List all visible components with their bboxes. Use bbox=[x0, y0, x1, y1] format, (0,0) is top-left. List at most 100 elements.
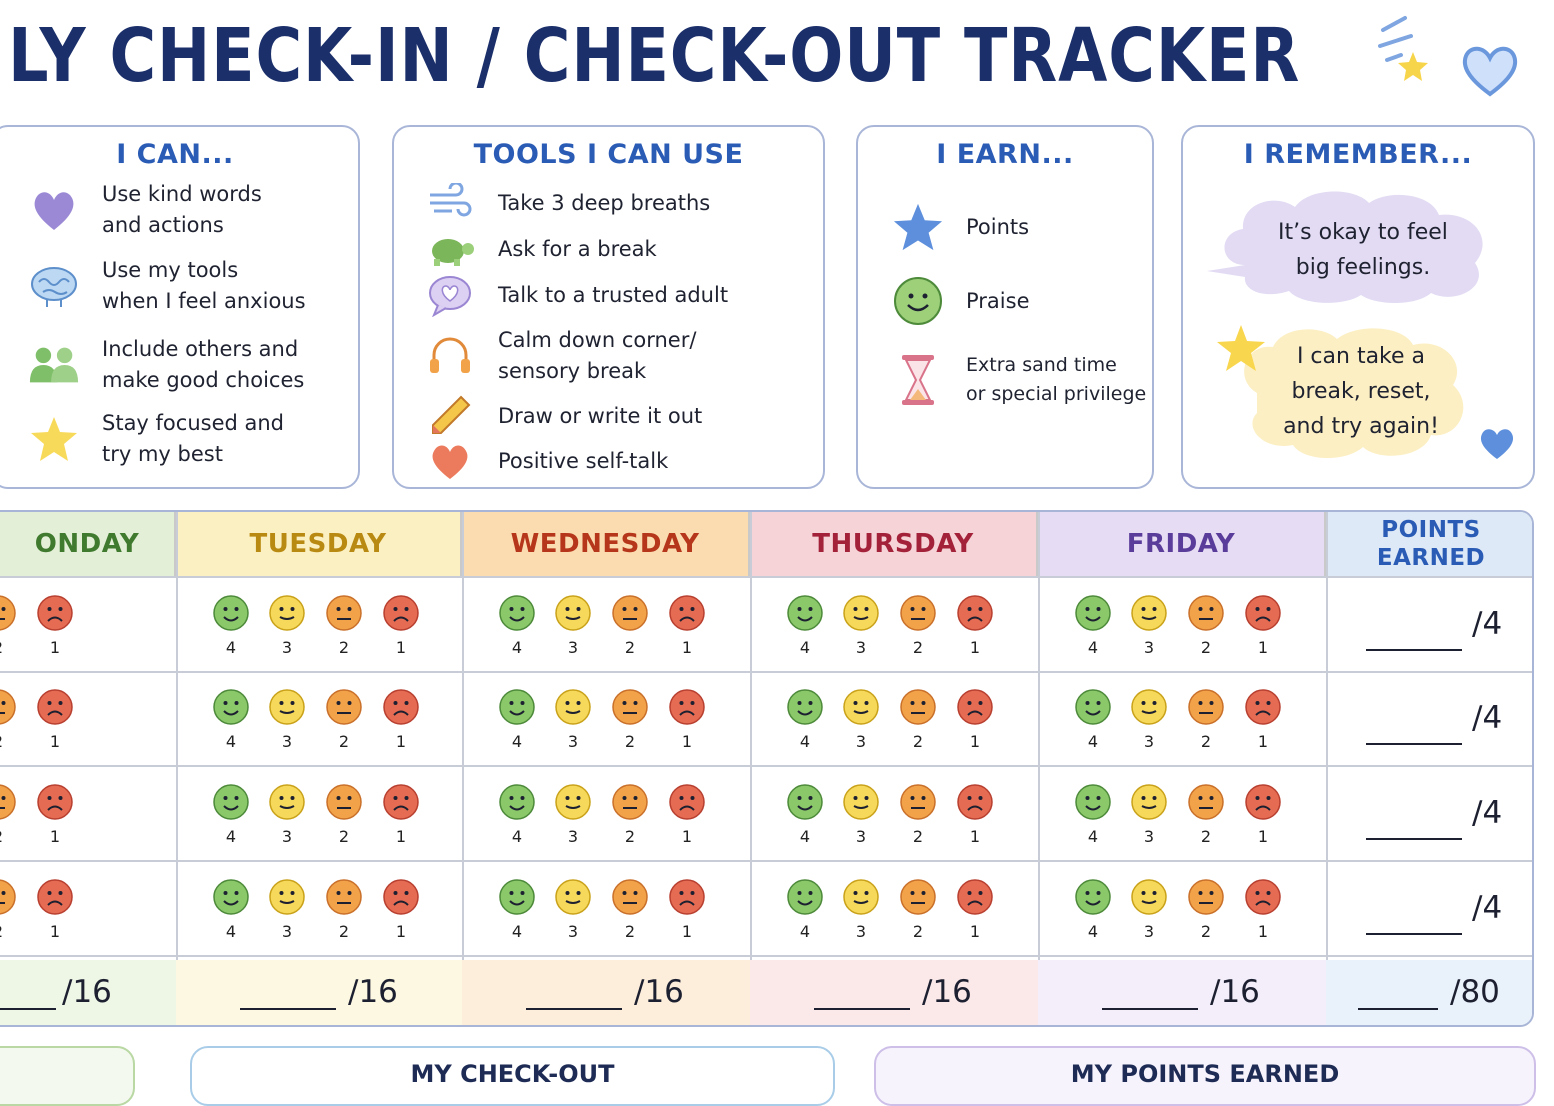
rating-face-3[interactable] bbox=[554, 783, 592, 821]
rating-number: 2 bbox=[338, 638, 350, 657]
rating-face-2[interactable] bbox=[899, 783, 937, 821]
header-wednesday: WEDNESDAY bbox=[462, 512, 750, 576]
rating-face-3[interactable] bbox=[842, 594, 880, 632]
rating-face-4[interactable] bbox=[212, 783, 250, 821]
rating-face-2[interactable] bbox=[611, 783, 649, 821]
day-total-blank[interactable] bbox=[526, 1008, 622, 1010]
rating-face-4[interactable] bbox=[786, 594, 824, 632]
grand-total-blank[interactable] bbox=[1358, 1008, 1438, 1010]
rating-face-3[interactable] bbox=[554, 688, 592, 726]
i-remember-title: I REMEMBER... bbox=[1243, 139, 1473, 170]
rating-face-2[interactable] bbox=[899, 688, 937, 726]
rating-face-4[interactable] bbox=[498, 688, 536, 726]
rating-face-1[interactable] bbox=[36, 594, 74, 632]
rating-face-4[interactable] bbox=[1074, 783, 1112, 821]
rating-face-3[interactable] bbox=[268, 783, 306, 821]
points-blank[interactable] bbox=[1366, 649, 1462, 651]
turtle-icon bbox=[424, 223, 476, 275]
heart-icon bbox=[424, 435, 476, 487]
rating-face-2[interactable] bbox=[0, 688, 17, 726]
rating-face-1[interactable] bbox=[1244, 688, 1282, 726]
rating-face-3[interactable] bbox=[1130, 594, 1168, 632]
rating-face-4[interactable] bbox=[212, 594, 250, 632]
rating-face-2[interactable] bbox=[0, 783, 17, 821]
rating-face-2[interactable] bbox=[1187, 688, 1225, 726]
day-total-label: /16 bbox=[62, 974, 112, 1010]
rating-face-4[interactable] bbox=[786, 688, 824, 726]
rating-number: 4 bbox=[225, 827, 237, 846]
rating-number: 3 bbox=[281, 827, 293, 846]
rating-face-4[interactable] bbox=[1074, 688, 1112, 726]
rating-face-4[interactable] bbox=[212, 878, 250, 916]
day-total-blank[interactable] bbox=[814, 1008, 910, 1010]
rating-face-2[interactable] bbox=[899, 594, 937, 632]
rating-face-2[interactable] bbox=[325, 783, 363, 821]
rating-number: 2 bbox=[624, 732, 636, 751]
rating-face-1[interactable] bbox=[1244, 783, 1282, 821]
rating-face-1[interactable] bbox=[1244, 878, 1282, 916]
rating-face-3[interactable] bbox=[554, 594, 592, 632]
rating-face-1[interactable] bbox=[668, 688, 706, 726]
rating-face-1[interactable] bbox=[668, 594, 706, 632]
day-total-blank[interactable] bbox=[1102, 1008, 1198, 1010]
rating-face-2[interactable] bbox=[899, 878, 937, 916]
rating-number: 1 bbox=[1257, 827, 1269, 846]
rating-face-1[interactable] bbox=[36, 783, 74, 821]
rating-face-1[interactable] bbox=[668, 783, 706, 821]
rating-face-2[interactable] bbox=[611, 688, 649, 726]
rating-face-3[interactable] bbox=[268, 878, 306, 916]
rating-face-1[interactable] bbox=[382, 594, 420, 632]
rating-face-3[interactable] bbox=[268, 688, 306, 726]
i-remember-card: I REMEMBER... It’s okay to feel big feeli… bbox=[1181, 125, 1535, 489]
day-total-blank[interactable] bbox=[240, 1008, 336, 1010]
rating-face-1[interactable] bbox=[956, 688, 994, 726]
rating-face-4[interactable] bbox=[1074, 878, 1112, 916]
rating-face-2[interactable] bbox=[611, 878, 649, 916]
rating-face-1[interactable] bbox=[668, 878, 706, 916]
rating-face-1[interactable] bbox=[382, 783, 420, 821]
points-blank[interactable] bbox=[1366, 838, 1462, 840]
header-points-earned: POINTS EARNED bbox=[1326, 512, 1532, 576]
rating-face-3[interactable] bbox=[1130, 688, 1168, 726]
my-check-out-title: MY CHECK-OUT bbox=[410, 1060, 615, 1088]
rating-face-4[interactable] bbox=[1074, 594, 1112, 632]
points-blank[interactable] bbox=[1366, 743, 1462, 745]
rating-number: 3 bbox=[567, 638, 579, 657]
points-blank[interactable] bbox=[1366, 933, 1462, 935]
rating-face-4[interactable] bbox=[212, 688, 250, 726]
rating-face-2[interactable] bbox=[1187, 878, 1225, 916]
rating-face-2[interactable] bbox=[325, 688, 363, 726]
rating-face-4[interactable] bbox=[786, 878, 824, 916]
rating-face-3[interactable] bbox=[554, 878, 592, 916]
rating-face-3[interactable] bbox=[842, 688, 880, 726]
rating-face-2[interactable] bbox=[1187, 594, 1225, 632]
rating-face-4[interactable] bbox=[498, 783, 536, 821]
rating-face-1[interactable] bbox=[956, 594, 994, 632]
rating-face-3[interactable] bbox=[1130, 878, 1168, 916]
rating-face-1[interactable] bbox=[1244, 594, 1282, 632]
day-total-blank[interactable] bbox=[0, 1008, 56, 1010]
rating-face-3[interactable] bbox=[842, 878, 880, 916]
rating-face-1[interactable] bbox=[956, 878, 994, 916]
rating-face-2[interactable] bbox=[0, 878, 17, 916]
rating-face-2[interactable] bbox=[325, 594, 363, 632]
rating-face-2[interactable] bbox=[0, 594, 17, 632]
rating-face-1[interactable] bbox=[382, 878, 420, 916]
rating-number: 4 bbox=[1087, 922, 1099, 941]
rating-face-2[interactable] bbox=[325, 878, 363, 916]
rating-face-3[interactable] bbox=[268, 594, 306, 632]
rating-face-4[interactable] bbox=[498, 878, 536, 916]
remember-bubble-1: It’s okay to feel big feelings. bbox=[1278, 220, 1448, 280]
rating-face-3[interactable] bbox=[1130, 783, 1168, 821]
rating-face-1[interactable] bbox=[956, 783, 994, 821]
rating-face-1[interactable] bbox=[36, 878, 74, 916]
rating-face-1[interactable] bbox=[36, 688, 74, 726]
rating-face-4[interactable] bbox=[498, 594, 536, 632]
rating-face-1[interactable] bbox=[382, 688, 420, 726]
rating-face-4[interactable] bbox=[786, 783, 824, 821]
rating-face-3[interactable] bbox=[842, 783, 880, 821]
rating-face-2[interactable] bbox=[1187, 783, 1225, 821]
rating-number: 4 bbox=[511, 638, 523, 657]
rating-number: 4 bbox=[511, 827, 523, 846]
rating-face-2[interactable] bbox=[611, 594, 649, 632]
